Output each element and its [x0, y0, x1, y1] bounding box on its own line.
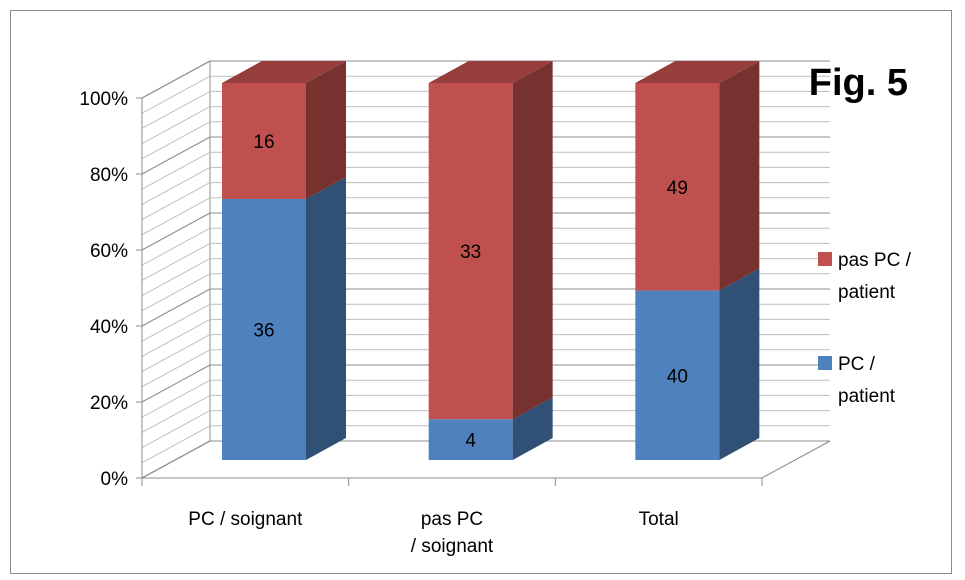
- y-tick-label: 0%: [101, 469, 129, 490]
- side-wall: [142, 61, 210, 478]
- y-tick-label: 60%: [90, 241, 128, 262]
- y-tick-label: 100%: [79, 89, 128, 110]
- bar-side: [306, 177, 346, 460]
- data-label: 49: [667, 178, 688, 199]
- data-label: 4: [465, 431, 476, 452]
- y-tick-label: 40%: [90, 317, 128, 338]
- category-label: Total: [639, 509, 679, 530]
- y-tick-label: 20%: [90, 393, 128, 414]
- category-label: pas PC / soignant: [411, 509, 494, 557]
- category-label: PC / soignant: [188, 509, 303, 530]
- legend-label: PC / patient: [838, 354, 896, 407]
- data-label: 33: [460, 242, 481, 263]
- chart-title: Fig. 5: [809, 62, 908, 104]
- legend-swatch: [818, 356, 832, 370]
- data-label: 16: [253, 132, 274, 153]
- bar-side: [719, 61, 759, 291]
- data-label: 36: [253, 321, 274, 342]
- legend-label: pas PC / patient: [838, 250, 912, 303]
- bar-side: [719, 269, 759, 460]
- bar-side: [513, 61, 553, 419]
- legend-swatch: [818, 252, 832, 266]
- bar-side: [306, 61, 346, 199]
- y-tick-label: 80%: [90, 165, 128, 186]
- data-label: 40: [667, 366, 688, 387]
